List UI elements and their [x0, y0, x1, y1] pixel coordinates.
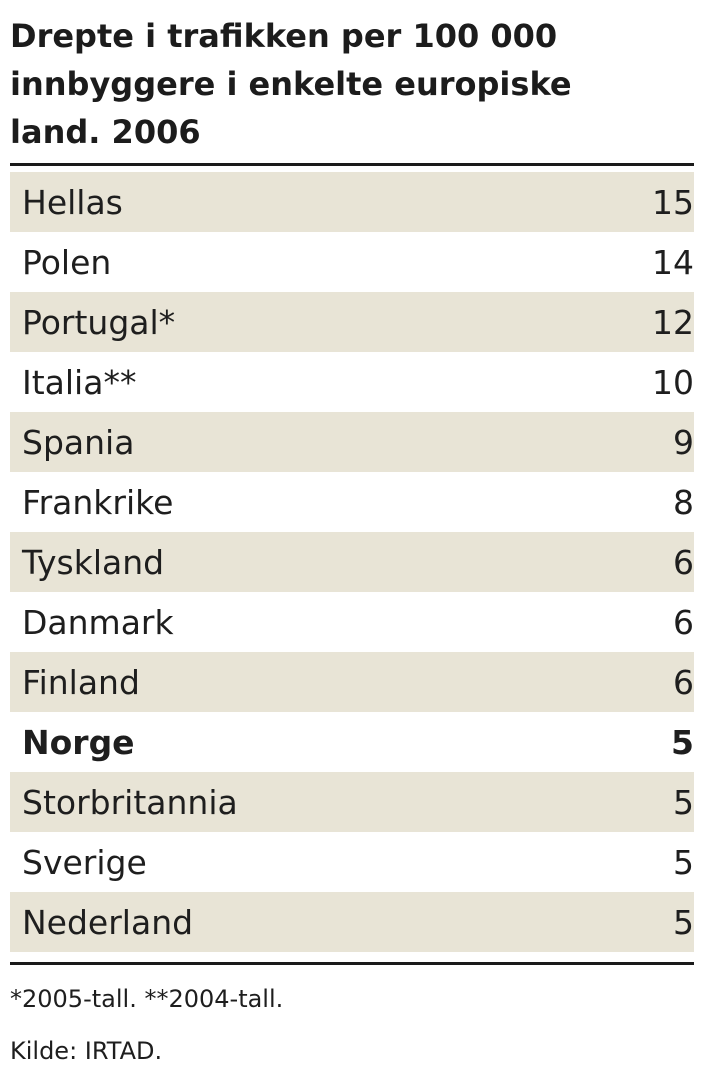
value-label: 14	[652, 242, 694, 282]
country-label: Tyskland	[22, 542, 165, 582]
country-label: Storbritannia	[22, 782, 238, 822]
country-label: Nederland	[22, 902, 194, 942]
value-label: 5	[673, 902, 694, 942]
country-label: Portugal*	[22, 302, 176, 342]
data-table: Hellas 15 Polen 14 Portugal* 12 Italia** 10 Span…	[10, 172, 694, 952]
value-label: 15	[652, 182, 694, 222]
table-top-rule	[10, 163, 694, 166]
table-row: Spania 9	[10, 412, 694, 472]
country-label: Norge	[22, 722, 135, 762]
value-label: 6	[673, 662, 694, 702]
footnote: *2005-tall. **2004-tall.	[10, 985, 284, 1013]
country-label: Hellas	[22, 182, 123, 222]
chart-title: Drepte i trafikken per 100 000 innbygger…	[10, 17, 572, 151]
country-label: Spania	[22, 422, 135, 462]
value-label: 6	[673, 602, 694, 642]
table-row: Danmark 6	[10, 592, 694, 652]
table-row: Sverige 5	[10, 832, 694, 892]
value-label: 12	[652, 302, 694, 342]
table-row: Italia** 10	[10, 352, 694, 412]
value-label: 9	[673, 422, 694, 462]
table-row: Nederland 5	[10, 892, 694, 952]
table-row: Norge 5	[10, 712, 694, 772]
value-label: 5	[671, 722, 694, 762]
source-note: Kilde: IRTAD.	[10, 1037, 163, 1065]
table-bottom-rule	[10, 962, 694, 965]
value-label: 6	[673, 542, 694, 582]
value-label: 5	[673, 782, 694, 822]
table-row: Frankrike 8	[10, 472, 694, 532]
table-row: Tyskland 6	[10, 532, 694, 592]
country-label: Finland	[22, 662, 140, 702]
table-row: Hellas 15	[10, 172, 694, 232]
country-label: Frankrike	[22, 482, 174, 522]
value-label: 8	[673, 482, 694, 522]
country-label: Polen	[22, 242, 112, 282]
country-label: Danmark	[22, 602, 174, 642]
table-row: Storbritannia 5	[10, 772, 694, 832]
figure: Drepte i trafikken per 100 000 innbygger…	[10, 0, 694, 1065]
table-row: Finland 6	[10, 652, 694, 712]
table-row: Portugal* 12	[10, 292, 694, 352]
table-row: Polen 14	[10, 232, 694, 292]
value-label: 5	[673, 842, 694, 882]
country-label: Italia**	[22, 362, 137, 402]
country-label: Sverige	[22, 842, 147, 882]
value-label: 10	[652, 362, 694, 402]
